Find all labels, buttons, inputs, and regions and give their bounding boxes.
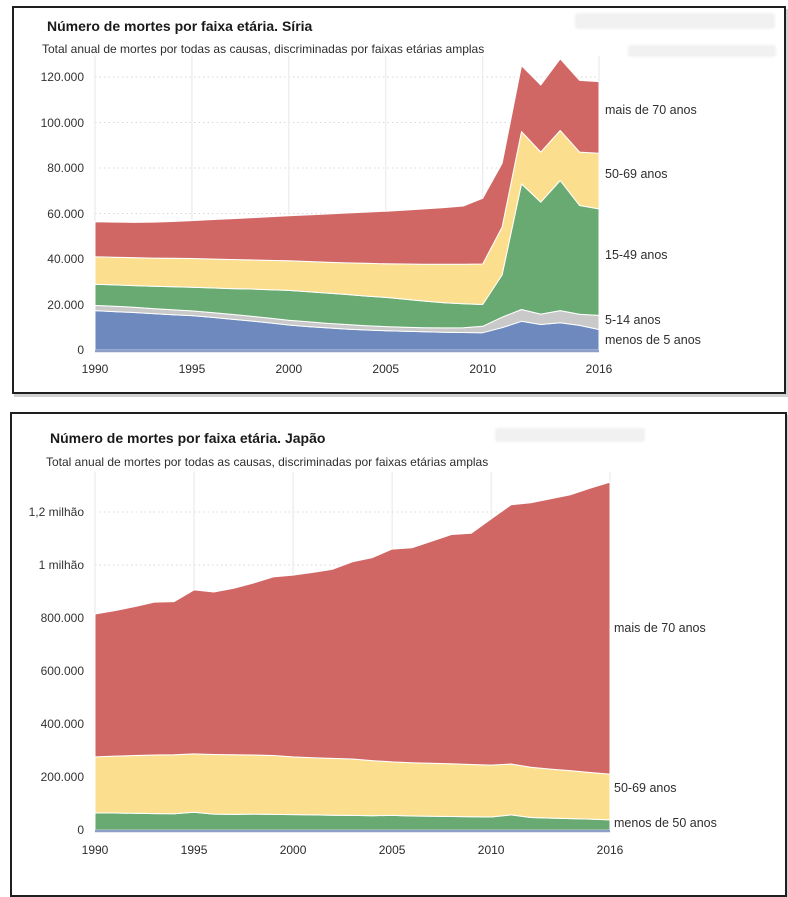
area-series-mais-de-70-anos [94,481,611,775]
x-tick-label: 2016 [596,843,624,857]
x-tick-label: 2000 [275,362,303,376]
y-tick-label: 800.000 [40,611,84,625]
x-tick-label: 2005 [378,843,406,857]
y-tick-label: 0 [77,343,84,357]
x-tick-label: 2010 [477,843,505,857]
x-tick-label: 2016 [585,362,613,376]
series-label-mais-de-70-anos: mais de 70 anos [605,103,697,117]
area-series-mais-de-70-anos [94,58,600,265]
x-tick-label: 1995 [178,362,206,376]
x-tick-label: 1990 [81,362,109,376]
series-label-mais-de-70-anos: mais de 70 anos [614,621,706,635]
chart-title-syria: Número de mortes por faixa etária. Síria [47,18,313,34]
y-tick-label: 40.000 [47,252,84,266]
japan-stacked-area-plot [94,472,611,833]
series-label-5-14-anos: 5-14 anos [605,313,661,327]
x-tick-label: 2010 [469,362,497,376]
x-tick-label: 1990 [81,843,109,857]
chart-title-japan: Número de mortes por faixa etária. Japão [50,430,326,446]
chart-subtitle-syria: Total anual de mortes por todas as causa… [42,42,485,56]
x-tick-label: 1995 [180,843,208,857]
y-tick-label: 200.000 [40,770,84,784]
x-tick-label: 2000 [279,843,307,857]
series-label-50-69-anos: 50-69 anos [605,167,668,181]
y-tick-label: 0 [77,823,84,837]
series-label-menos-de-5-anos: menos de 5 anos [605,333,701,347]
blurred-watermark [575,13,775,29]
y-tick-label: 80.000 [47,161,84,175]
y-tick-label: 20.000 [47,297,84,312]
chart-subtitle-japan: Total anual de mortes por todas as causa… [46,455,489,469]
series-label-menos-de-50-anos: menos de 50 anos [614,816,717,830]
y-tick-label: 60.000 [47,206,84,221]
blurred-watermark [495,428,645,442]
series-label-50-69-anos: 50-69 anos [614,781,677,795]
blurred-watermark [628,45,776,57]
x-tick-label: 2005 [372,362,400,376]
series-label-15-49-anos: 15-49 anos [605,248,668,262]
y-tick-label: 100.000 [40,115,84,130]
y-tick-label: 400.000 [40,717,84,731]
y-tick-label: 1 milhão [38,558,84,572]
y-tick-label: 1,2 milhão [28,505,84,519]
chart-card-japan: Número de mortes por faixa etária. Japão… [10,412,787,897]
chart-card-syria: Número de mortes por faixa etária. Síria… [12,6,786,394]
syria-stacked-area-plot [94,56,600,353]
y-tick-label: 600.000 [40,664,84,678]
y-tick-label: 120.000 [40,70,84,84]
